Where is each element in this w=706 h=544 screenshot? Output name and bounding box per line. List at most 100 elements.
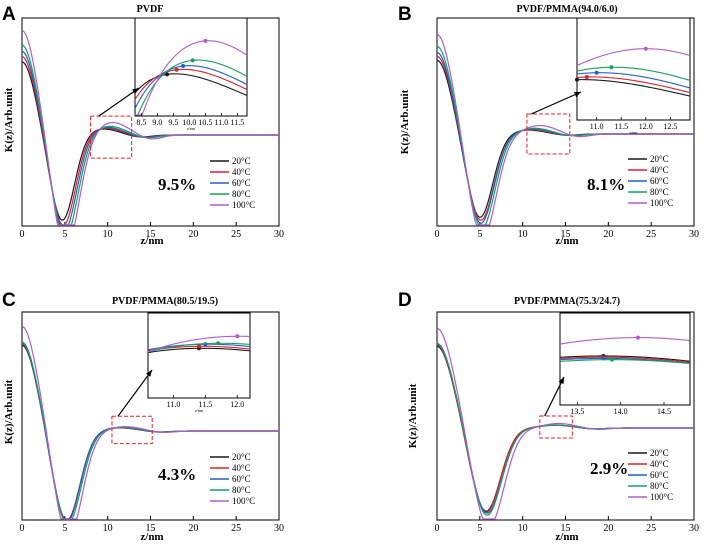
x-tick-label: 30 — [274, 229, 284, 240]
zoom-arrow-head — [132, 88, 139, 94]
inset-peak-marker — [584, 74, 589, 79]
legend-entry: 60°C — [232, 178, 251, 188]
inset-series-line — [135, 40, 248, 116]
x-axis-label: z/nm — [140, 235, 163, 247]
percent-annotation: 8.1% — [587, 175, 625, 194]
x-axis-label: z/nm — [555, 235, 578, 247]
zoom-arrow-head — [145, 370, 152, 377]
legend-entry: 80°C — [650, 187, 669, 197]
inset-x-tick-label: 12.0 — [639, 122, 653, 131]
inset-x-tick-label: 11.0 — [167, 400, 181, 409]
inset-x-tick-label: 10.5 — [198, 118, 212, 127]
legend-entry: 20°C — [650, 448, 669, 458]
inset-x-tick-label: 9.5 — [168, 118, 178, 127]
x-tick-label: 10 — [518, 523, 528, 534]
inset-series-line — [576, 66, 691, 81]
inset-series-line — [134, 65, 248, 109]
inset-x-tick-label: 8.5 — [136, 118, 146, 127]
y-axis-label: K(z)/Arb.unit — [3, 379, 15, 444]
zoom-box — [90, 115, 133, 159]
inset-series-line — [576, 79, 691, 97]
x-tick-label: 5 — [477, 523, 482, 534]
x-axis-label: z/nm — [555, 531, 578, 543]
legend-entry: 20°C — [232, 452, 251, 462]
inset-x-label: z/nm — [187, 126, 196, 131]
percent-annotation: 4.3% — [158, 465, 196, 484]
legend-entry: 100°C — [650, 198, 673, 208]
panel-letter: C — [2, 290, 16, 311]
panel-d: D PVDF/PMMA(75.3/24.7) K(z)/Arb.unit z/n… — [398, 290, 699, 543]
legend-entry: 40°C — [232, 463, 251, 473]
inset-x-label: z/nm — [195, 408, 204, 413]
panel-letter: A — [2, 4, 16, 25]
inset-x-label: z/nm — [630, 130, 639, 135]
inset-peak-marker — [203, 342, 208, 347]
x-tick-label: 30 — [274, 523, 284, 534]
legend-entry: 60°C — [232, 474, 251, 484]
x-tick-label: 25 — [231, 229, 241, 240]
x-tick-label: 15 — [561, 229, 571, 240]
x-tick-label: 10 — [103, 229, 113, 240]
inset-frame — [576, 17, 691, 121]
x-tick-label: 0 — [20, 229, 25, 240]
inset-peak-marker — [636, 335, 640, 340]
panel-title: PVDF — [137, 4, 164, 15]
x-tick-label: 0 — [435, 229, 440, 240]
x-tick-label: 5 — [477, 229, 482, 240]
inset-x-tick-label: 11.5 — [199, 400, 213, 409]
zoom-arrow — [117, 369, 153, 417]
x-tick-label: 20 — [603, 523, 613, 534]
zoom-arrow — [530, 91, 582, 115]
legend-entry: 100°C — [232, 496, 255, 506]
series-line — [21, 325, 279, 520]
inset-peak-marker — [594, 70, 599, 75]
percent-annotation: 9.5% — [158, 175, 196, 194]
x-tick-label: 5 — [62, 229, 67, 240]
x-tick-label: 10 — [518, 229, 528, 240]
x-tick-label: 30 — [689, 523, 699, 534]
x-tick-label: 15 — [146, 229, 156, 240]
legend-entry: 40°C — [650, 459, 669, 469]
x-tick-label: 20 — [188, 229, 198, 240]
panel-letter: D — [398, 290, 412, 311]
inset-series-line — [134, 68, 248, 100]
inset-x-tick-label: 12.5 — [663, 122, 677, 131]
inset-peak-marker — [197, 344, 201, 349]
x-tick-label: 20 — [603, 229, 613, 240]
y-axis-label: K(z)/Arb.unit — [407, 383, 419, 448]
inset-peak-marker — [216, 341, 221, 346]
legend-entry: 80°C — [650, 481, 669, 491]
series-line — [436, 33, 694, 226]
inset-x-tick-label: 13.5 — [570, 407, 584, 416]
legend-entry: 100°C — [650, 492, 673, 502]
x-tick-label: 5 — [62, 523, 67, 534]
zoom-arrow — [98, 87, 140, 117]
panel-title: PVDF/PMMA(75.3/24.7) — [514, 296, 620, 307]
y-axis-label: K(z)/Arb.unit — [399, 89, 411, 154]
legend-entry: 60°C — [650, 176, 669, 186]
inset-peak-marker — [190, 58, 195, 63]
inset-peak-marker — [575, 77, 579, 82]
panel-title: PVDF/PMMA(94.0/6.0) — [516, 4, 617, 15]
inset-x-tick-label: 12.0 — [230, 400, 244, 409]
panel-c: C PVDF/PMMA(80.5/19.5) K(z)/Arb.unit z/n… — [2, 290, 284, 543]
inset-peak-marker — [610, 357, 614, 362]
x-tick-label: 0 — [20, 523, 25, 534]
inset-series-line — [147, 342, 251, 353]
zoom-box — [539, 415, 573, 439]
inset-peak-marker — [609, 65, 614, 70]
legend-entry: 60°C — [650, 470, 669, 480]
inset-peak-marker — [165, 72, 169, 77]
inset-peak-marker — [203, 38, 208, 43]
zoom-box — [111, 415, 153, 445]
inset-x-tick-label: 9.0 — [152, 118, 162, 127]
inset-series-line — [576, 48, 691, 67]
percent-annotation: 2.9% — [590, 459, 628, 478]
inset-peak-marker — [643, 46, 648, 51]
inset-series-line — [559, 355, 691, 362]
x-tick-label: 25 — [231, 523, 241, 534]
inset-peak-marker — [235, 334, 240, 339]
zoom-arrow-head — [558, 377, 564, 384]
x-tick-label: 10 — [103, 523, 113, 534]
